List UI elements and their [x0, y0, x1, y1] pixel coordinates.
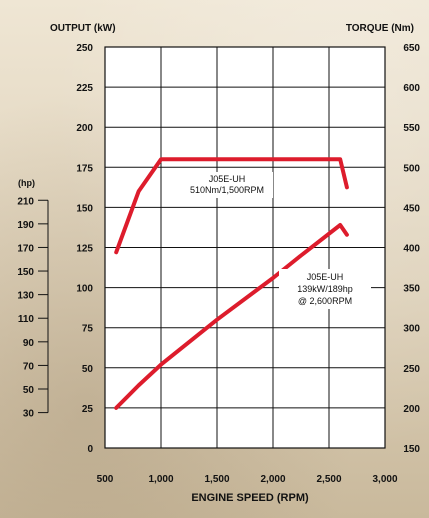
right-tick-label: 350 — [403, 284, 420, 295]
hp-tick-label: 190 — [17, 220, 34, 231]
x-tick-label: 2,500 — [316, 474, 341, 485]
hp-tick-label: 130 — [17, 291, 34, 302]
torque-curve — [114, 157, 349, 255]
left-tick-label: 250 — [76, 43, 93, 54]
right-tick-label: 200 — [403, 404, 420, 415]
annotation-text: 510Nm/1,500RPM — [190, 185, 264, 195]
x-tick-label: 1,500 — [204, 474, 229, 485]
right-tick-label: 500 — [403, 163, 420, 174]
hp-tick-label: 150 — [17, 267, 34, 278]
left-tick-label: 0 — [87, 444, 93, 455]
left-tick-label: 50 — [82, 364, 94, 375]
x-tick-label: 3,000 — [372, 474, 397, 485]
right-tick-label: 300 — [403, 324, 420, 335]
hp-tick-label: 90 — [23, 338, 35, 349]
left-tick-label: 125 — [76, 244, 93, 255]
hp-tick-label: 110 — [18, 314, 35, 325]
right-tick-label: 650 — [403, 43, 420, 54]
output-curve — [114, 223, 349, 410]
left-axis-title: OUTPUT (kW) — [50, 23, 116, 34]
annotation-text: J05E-UH — [209, 174, 246, 184]
left-tick-label: 100 — [76, 284, 93, 295]
right-tick-label: 250 — [403, 364, 420, 375]
right-tick-label: 550 — [403, 123, 420, 134]
right-tick-label: 450 — [403, 203, 420, 214]
hp-axis-title: (hp) — [18, 178, 35, 188]
plot-grid — [104, 46, 386, 449]
x-tick-label: 2,000 — [260, 474, 285, 485]
hp-tick-label: 70 — [23, 361, 35, 372]
hp-tick-label: 50 — [23, 385, 35, 396]
x-tick-label: 500 — [97, 474, 114, 485]
annotation-text: 139kW/189hp — [297, 284, 353, 294]
hp-tick-label: 170 — [17, 243, 34, 254]
annotation-background — [181, 172, 273, 198]
hp-tick-label: 30 — [23, 409, 35, 420]
plot-curves — [114, 157, 349, 410]
x-axis-title: ENGINE SPEED (RPM) — [191, 492, 309, 504]
axis-labels: OUTPUT (kW) TORQUE (Nm) ENGINE SPEED (RPM)… — [17, 23, 420, 504]
annotation-text: J05E-UH — [307, 272, 344, 282]
right-tick-label: 400 — [403, 244, 420, 255]
right-axis-title: TORQUE (Nm) — [346, 23, 414, 34]
hp-tick-label: 210 — [17, 196, 34, 207]
curve-annotations: J05E-UH510Nm/1,500RPMJ05E-UH139kW/189hp@… — [181, 172, 371, 309]
left-tick-label: 225 — [76, 83, 93, 94]
left-tick-label: 200 — [76, 123, 93, 134]
annotation-text: @ 2,600RPM — [298, 296, 352, 306]
right-tick-label: 150 — [403, 444, 420, 455]
left-tick-label: 25 — [82, 404, 94, 415]
x-tick-label: 1,000 — [148, 474, 173, 485]
annotation-background — [279, 269, 371, 309]
left-tick-label: 175 — [76, 163, 93, 174]
left-tick-label: 150 — [76, 203, 93, 214]
left-tick-label: 75 — [82, 324, 94, 335]
right-tick-label: 600 — [403, 83, 420, 94]
